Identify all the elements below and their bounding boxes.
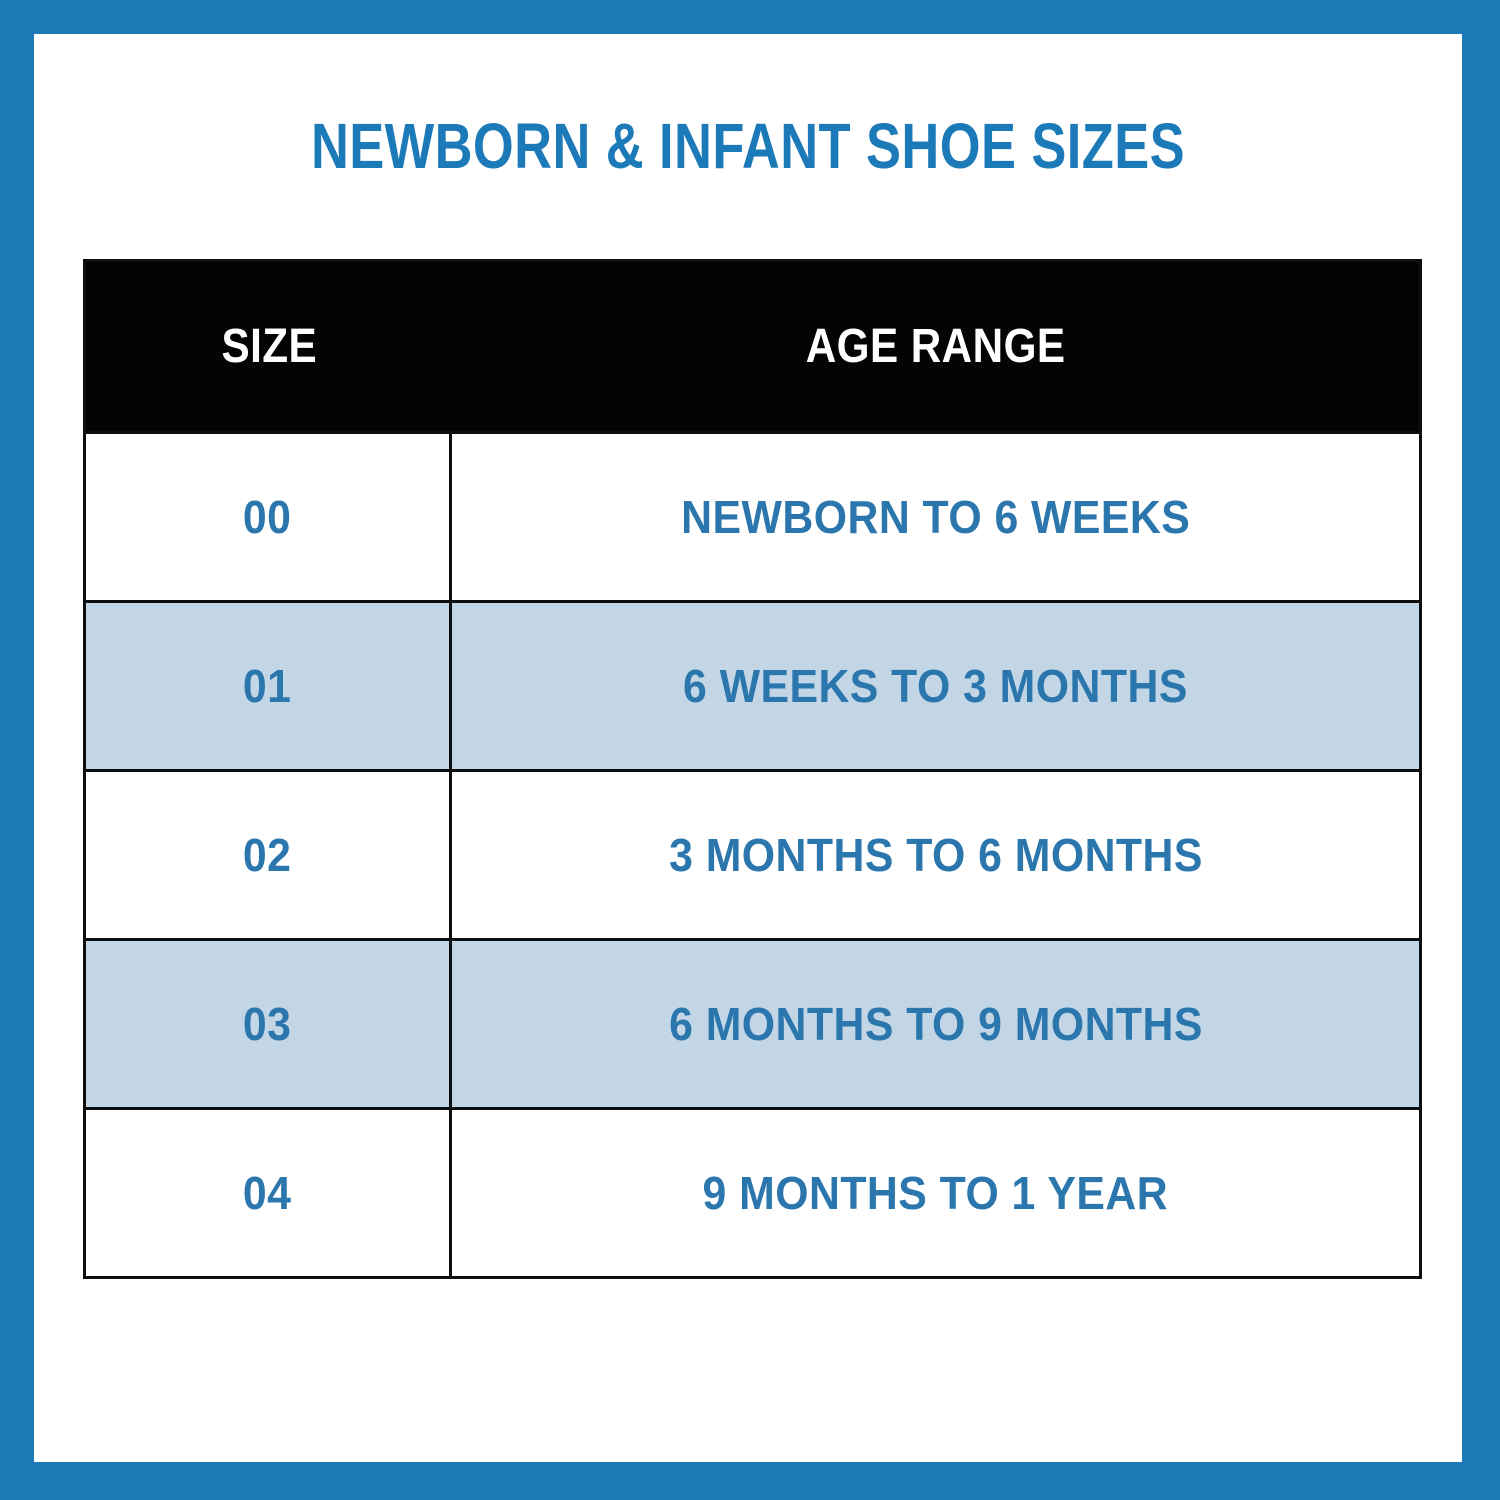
header-size-label: SIZE	[221, 320, 317, 373]
page-title-text: NEWBORN & INFANT SHOE SIZES	[310, 110, 1186, 182]
age-range-cell: 6 MONTHS TO 9 MONTHS	[452, 941, 1419, 1107]
age-range-cell: 6 WEEKS TO 3 MONTHS	[452, 603, 1419, 769]
header-age-range-label: AGE RANGE	[805, 320, 1066, 373]
content-area: NEWBORN & INFANT SHOE SIZES SIZE AGE RAN…	[34, 34, 1462, 1462]
table-row: 04 9 MONTHS TO 1 YEAR	[86, 1107, 1419, 1276]
page-title: NEWBORN & INFANT SHOE SIZES	[34, 114, 1462, 178]
size-value: 01	[243, 660, 292, 712]
age-range-value: NEWBORN TO 6 WEEKS	[680, 491, 1191, 543]
header-cell-size: SIZE	[86, 262, 452, 431]
table-header-row: SIZE AGE RANGE	[86, 262, 1419, 431]
size-value: 03	[243, 998, 292, 1050]
size-value: 02	[243, 829, 292, 881]
age-range-cell: 3 MONTHS TO 6 MONTHS	[452, 772, 1419, 938]
size-cell: 02	[86, 772, 452, 938]
size-cell: 04	[86, 1110, 452, 1276]
shoe-size-table: SIZE AGE RANGE 00 NEWBORN TO 6 WEEKS 01 …	[83, 259, 1422, 1279]
size-cell: 03	[86, 941, 452, 1107]
age-range-cell: 9 MONTHS TO 1 YEAR	[452, 1110, 1419, 1276]
age-range-value: 6 MONTHS TO 9 MONTHS	[668, 998, 1203, 1050]
size-value: 00	[243, 491, 292, 543]
table-row: 01 6 WEEKS TO 3 MONTHS	[86, 600, 1419, 769]
age-range-cell: NEWBORN TO 6 WEEKS	[452, 434, 1419, 600]
table-row: 03 6 MONTHS TO 9 MONTHS	[86, 938, 1419, 1107]
size-cell: 01	[86, 603, 452, 769]
table-row: 00 NEWBORN TO 6 WEEKS	[86, 431, 1419, 600]
age-range-value: 3 MONTHS TO 6 MONTHS	[668, 829, 1203, 881]
size-value: 04	[243, 1167, 292, 1219]
header-cell-age-range: AGE RANGE	[452, 262, 1419, 431]
age-range-value: 9 MONTHS TO 1 YEAR	[702, 1167, 1169, 1219]
table-row: 02 3 MONTHS TO 6 MONTHS	[86, 769, 1419, 938]
size-cell: 00	[86, 434, 452, 600]
age-range-value: 6 WEEKS TO 3 MONTHS	[683, 660, 1188, 712]
